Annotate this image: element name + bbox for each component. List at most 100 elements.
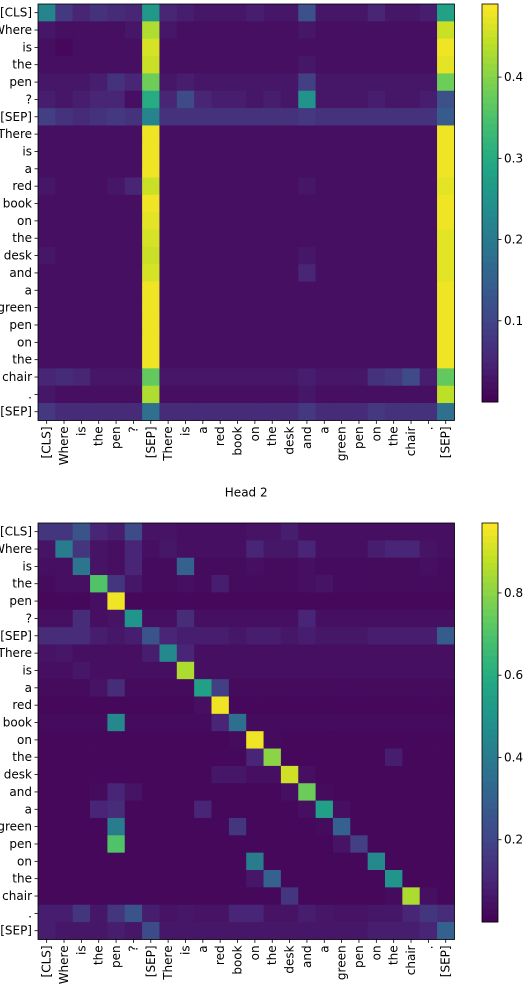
heatmap-cell: [124, 748, 143, 767]
heatmap-cell: [228, 56, 247, 74]
heatmap-cell: [38, 21, 56, 40]
heatmap-cell: [263, 56, 282, 74]
heatmap-cell: [159, 90, 178, 109]
heatmap-cell: [367, 887, 386, 906]
heatmap-cell: [90, 922, 108, 940]
heatmap-cell: [55, 887, 74, 906]
heatmap-cell: [419, 557, 438, 576]
heatmap-cell: [38, 4, 56, 22]
heatmap-cell: [437, 922, 455, 940]
heatmap-cell: [332, 160, 351, 178]
heatmap-cell: [437, 177, 455, 196]
heatmap-cell: [263, 246, 282, 265]
heatmap-cell: [419, 403, 438, 421]
colorbar-segment: [482, 549, 498, 557]
heatmap-cell: [298, 557, 316, 576]
heatmap-cell: [142, 557, 160, 576]
heatmap-cell: [124, 817, 143, 836]
heatmap-cell: [194, 125, 212, 144]
heatmap-cell: [402, 627, 421, 645]
heatmap-cell: [280, 817, 299, 836]
heatmap-cell: [107, 904, 126, 923]
colorbar-segment: [482, 715, 498, 723]
heatmap-cell: [142, 661, 160, 680]
heatmap-cell: [55, 368, 74, 387]
heatmap-cell: [350, 644, 369, 663]
heatmap-cell: [194, 575, 212, 593]
heatmap-cell: [298, 887, 316, 906]
heatmap-cell: [228, 904, 247, 923]
heatmap-cell: [38, 246, 56, 265]
heatmap-cell: [437, 627, 455, 645]
heatmap-cell: [159, 333, 178, 352]
heatmap-cell: [298, 194, 316, 213]
heatmap-cell: [194, 229, 212, 248]
heatmap-cell: [385, 21, 403, 40]
heatmap-cell: [298, 748, 316, 767]
heatmap-cell: [402, 281, 421, 300]
heatmap-cell: [159, 160, 178, 178]
heatmap-cell: [176, 56, 195, 74]
heatmap-cell: [159, 4, 178, 22]
heatmap-cell: [263, 21, 282, 40]
heatmap-cell: [194, 21, 212, 40]
heatmap-cell: [419, 108, 438, 126]
heatmap-cell: [315, 246, 334, 265]
heatmap-cell: [350, 125, 369, 144]
colorbar-segment: [482, 123, 498, 131]
x-tick-label: pen: [109, 945, 123, 968]
heatmap-cell: [385, 765, 403, 784]
y-tick-label: the: [12, 353, 32, 367]
heatmap-cell: [350, 21, 369, 40]
heatmap-cell: [176, 870, 195, 888]
heatmap-cell: [124, 4, 143, 22]
colorbar-segment: [482, 116, 498, 124]
heatmap-cell: [55, 108, 74, 126]
heatmap-cell: [315, 142, 334, 161]
heatmap-cell: [176, 298, 195, 317]
x-tick-label: Where: [57, 945, 71, 984]
heatmap-cell: [38, 177, 56, 196]
heatmap-cell: [350, 90, 369, 109]
heatmap-cell: [246, 748, 264, 767]
heatmap-cell: [298, 160, 316, 178]
heatmap-cell: [402, 368, 421, 387]
heatmap-cell: [107, 609, 126, 628]
x-tick-label: on: [369, 426, 383, 441]
heatmap-cell: [124, 887, 143, 906]
heatmap-cell: [419, 696, 438, 715]
heatmap-cell: [367, 246, 386, 265]
heatmap-cell: [72, 56, 91, 74]
heatmap-cell: [246, 4, 264, 22]
x-tick-label: is: [178, 945, 192, 955]
heatmap-cell: [142, 90, 160, 109]
heatmap-cell: [315, 281, 334, 300]
heatmap-cell: [159, 592, 178, 611]
heatmap-cell: [176, 887, 195, 906]
colorbar-segment: [482, 815, 498, 823]
heatmap-cell: [385, 246, 403, 265]
heatmap-cell: [385, 713, 403, 732]
heatmap-cell: [246, 731, 264, 749]
colorbar-segment: [482, 709, 498, 717]
heatmap-cell: [38, 142, 56, 161]
colorbar-segment: [482, 63, 498, 71]
heatmap-cell: [298, 679, 316, 697]
heatmap-cell: [90, 246, 108, 265]
heatmap-cell: [72, 142, 91, 161]
heatmap-cell: [159, 748, 178, 767]
heatmap-cell: [211, 298, 230, 317]
heatmap-cell: [246, 281, 264, 300]
heatmap-cell: [107, 229, 126, 248]
heatmap-cell: [107, 731, 126, 749]
heatmap-cell: [228, 368, 247, 387]
heatmap-cell: [402, 194, 421, 213]
colorbar-segment: [482, 382, 498, 390]
heatmap-cell: [315, 922, 334, 940]
colorbar-segment: [482, 203, 498, 211]
heatmap-cell: [211, 212, 230, 230]
heatmap-cell: [246, 73, 264, 92]
heatmap-cell: [367, 731, 386, 749]
colorbar-segment: [482, 315, 498, 323]
heatmap-cell: [55, 800, 74, 819]
